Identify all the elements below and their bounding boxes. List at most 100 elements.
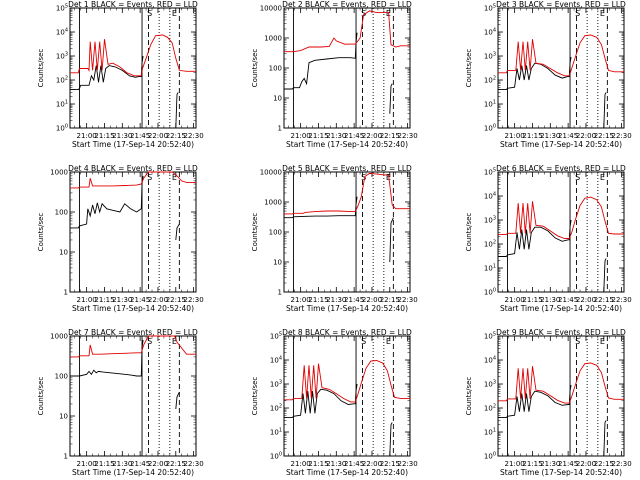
x-tick-label: 21:15	[94, 132, 114, 140]
x-tick-label: 21:00	[77, 132, 97, 140]
y-tick-label: 105	[484, 4, 496, 13]
panel-title: Det 2 BLACK = Events, RED = LLD	[282, 0, 412, 9]
x-axis-label: Start Time (17-Sep-14 20:52:40)	[72, 140, 194, 149]
y-tick-label: 103	[484, 380, 496, 389]
series-lld	[284, 172, 410, 215]
y-tick-label: 103	[56, 52, 68, 61]
x-tick-label: 22:15	[594, 132, 614, 140]
panel-3: Det 3 BLACK = Events, RED = LLD 100 101 102…	[465, 0, 632, 149]
x-tick-label: 21:30	[540, 132, 560, 140]
x-tick-label: 22:00	[362, 460, 382, 468]
x-axis-label: Start Time (17-Sep-14 20:52:40)	[500, 468, 622, 477]
y-axis-label: Counts/sec	[37, 49, 45, 88]
y-tick-label: 104	[484, 192, 496, 201]
y-tick-label: 101	[484, 428, 496, 437]
panel-title: Det 5 BLACK = Events, RED = LLD	[282, 164, 412, 173]
y-tick-label: 105	[270, 332, 282, 341]
plot-frame	[69, 335, 197, 457]
y-tick-label: 105	[484, 332, 496, 341]
x-tick-label: 22:00	[576, 132, 596, 140]
x-tick-label: 21:30	[326, 132, 346, 140]
x-tick-label: 22:00	[148, 296, 168, 304]
series-events	[284, 196, 394, 263]
x-tick-label: 22:15	[594, 296, 614, 304]
x-axis-label: Start Time (17-Sep-14 20:52:40)	[286, 304, 408, 313]
x-tick-label: 22:00	[576, 296, 596, 304]
y-tick-label: 102	[484, 76, 496, 85]
y-tick-label: 103	[484, 52, 496, 61]
panel-title: Det 6 BLACK = Events, RED = LLD	[496, 164, 626, 173]
x-tick-label: 21:45	[344, 132, 364, 140]
x-tick-label: 21:15	[94, 460, 114, 468]
y-tick-label: 10	[59, 413, 68, 421]
y-tick-label: 100	[270, 452, 282, 461]
series-lld	[70, 171, 196, 189]
flag-s: S	[147, 173, 152, 182]
flag-s: S	[361, 173, 366, 182]
x-tick-label: 21:00	[77, 296, 97, 304]
x-tick-label: 22:30	[184, 296, 204, 304]
y-tick-label: 10000	[260, 169, 282, 177]
x-tick-label: 22:30	[398, 460, 418, 468]
x-tick-label: 22:30	[184, 460, 204, 468]
flag-e: E	[386, 173, 391, 182]
x-tick-label: 21:45	[344, 460, 364, 468]
x-axis-label: Start Time (17-Sep-14 20:52:40)	[286, 468, 408, 477]
x-tick-label: 22:15	[594, 460, 614, 468]
panel-4: Det 4 BLACK = Events, RED = LLD 1 10 100 100…	[37, 164, 204, 313]
x-tick-label: 21:15	[522, 296, 542, 304]
x-tick-label: 22:15	[380, 460, 400, 468]
x-tick-label: 21:00	[505, 460, 525, 468]
y-tick-label: 1	[64, 453, 68, 461]
y-tick-label: 103	[484, 216, 496, 225]
series-lld	[284, 10, 410, 53]
y-tick-label: 100	[269, 229, 282, 237]
flag-e: E	[600, 173, 605, 182]
series-lld	[284, 360, 410, 403]
panel-8: Det 8 BLACK = Events, RED = LLD 100 101 102…	[251, 328, 418, 477]
x-tick-label: 21:30	[112, 296, 132, 304]
x-tick-label: 21:30	[112, 132, 132, 140]
panel-title: Det 1 BLACK = Events, RED = LLD	[68, 0, 198, 9]
y-tick-label: 10	[273, 95, 282, 103]
x-tick-label: 21:15	[522, 132, 542, 140]
panel-title: Det 3 BLACK = Events, RED = LLD	[496, 0, 626, 9]
y-tick-label: 1000	[50, 169, 68, 177]
x-tick-label: 21:30	[326, 296, 346, 304]
y-axis-label: Counts/sec	[465, 377, 473, 416]
x-tick-label: 22:00	[576, 460, 596, 468]
x-tick-label: 22:30	[398, 132, 418, 140]
y-axis-label: Counts/sec	[465, 213, 473, 252]
x-tick-label: 21:15	[308, 132, 328, 140]
plot-frame	[69, 171, 197, 293]
x-tick-label: 21:15	[308, 296, 328, 304]
plot-frame	[69, 7, 197, 129]
flag-e: E	[386, 337, 391, 346]
x-tick-label: 22:15	[380, 132, 400, 140]
x-axis-label: Start Time (17-Sep-14 20:52:40)	[286, 140, 408, 149]
series-events	[70, 339, 180, 410]
series-lld	[70, 335, 196, 358]
x-tick-label: 22:15	[166, 132, 186, 140]
plot-frame	[497, 335, 625, 457]
plot-frame	[283, 7, 411, 129]
y-tick-label: 100	[484, 452, 496, 461]
series-events	[498, 385, 607, 457]
x-tick-label: 21:00	[505, 296, 525, 304]
x-tick-label: 21:45	[130, 132, 150, 140]
x-tick-label: 21:30	[112, 460, 132, 468]
y-axis-label: Counts/sec	[251, 49, 259, 88]
y-tick-label: 10	[273, 259, 282, 267]
x-tick-label: 21:45	[558, 460, 578, 468]
series-lld	[498, 196, 624, 239]
x-tick-label: 21:45	[130, 296, 150, 304]
series-lld	[70, 34, 196, 77]
y-tick-label: 100	[484, 288, 496, 297]
panel-7: Det 7 BLACK = Events, RED = LLD 1 10 100 100…	[37, 328, 204, 477]
y-axis-label: Counts/sec	[37, 377, 45, 416]
y-tick-label: 101	[484, 264, 496, 273]
x-tick-label: 22:15	[166, 296, 186, 304]
y-tick-label: 100	[484, 124, 496, 133]
y-tick-label: 104	[270, 356, 282, 365]
